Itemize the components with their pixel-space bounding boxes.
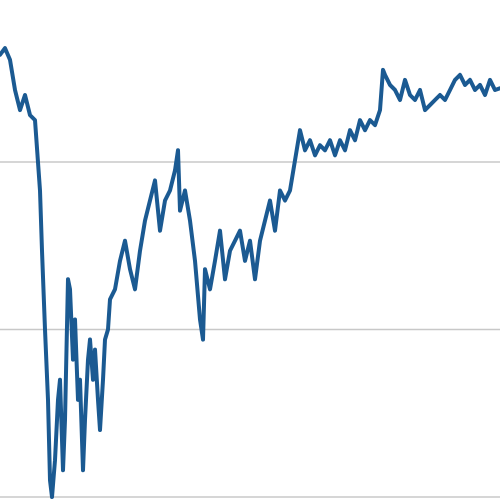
data-line: [0, 46, 500, 499]
